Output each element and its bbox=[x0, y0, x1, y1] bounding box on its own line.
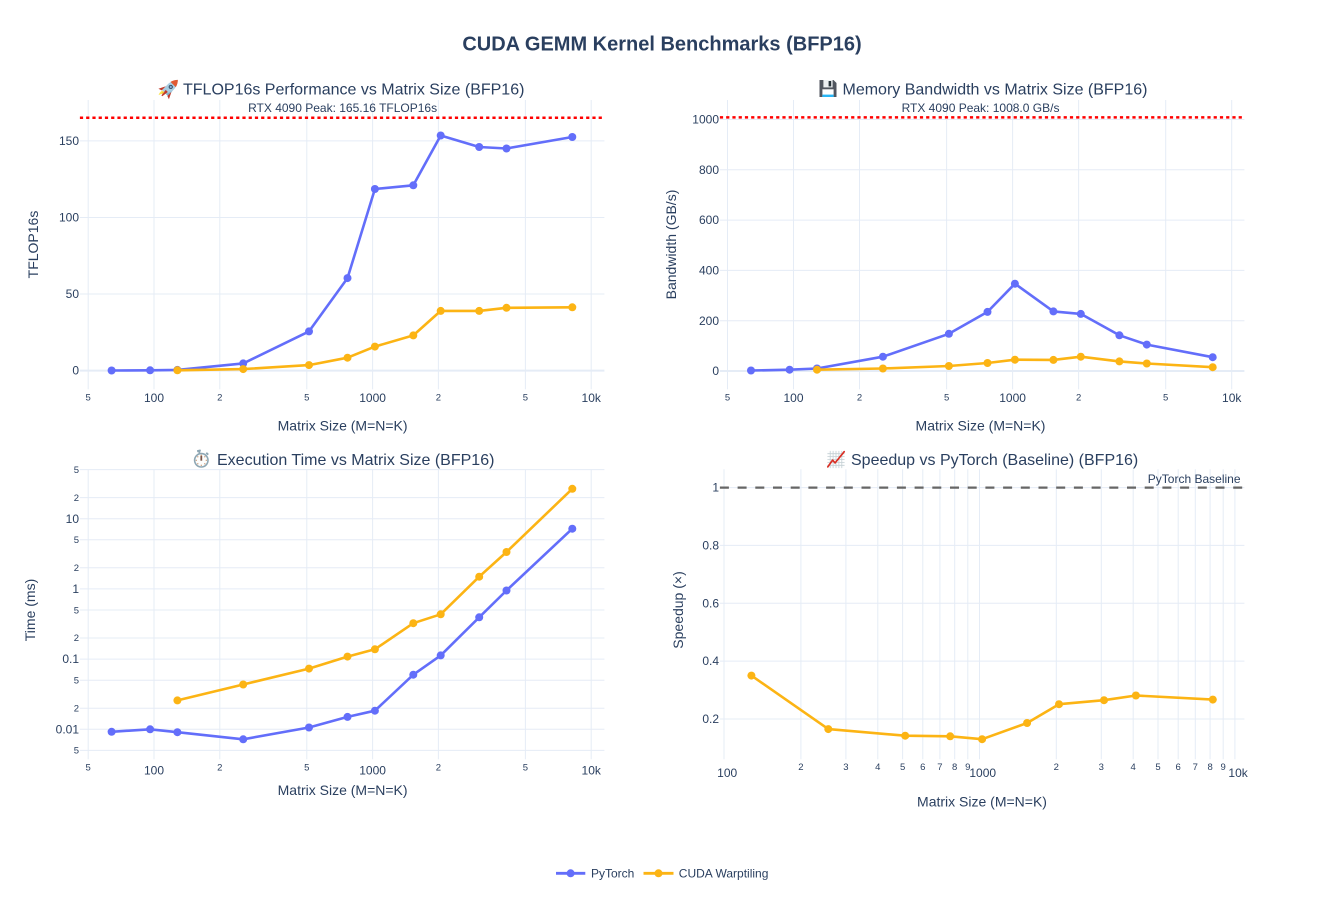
svg-text:5: 5 bbox=[74, 535, 79, 546]
svg-text:2: 2 bbox=[436, 392, 441, 403]
svg-text:Memory Bandwidth vs Matrix Siz: Memory Bandwidth vs Matrix Size (BFP16) bbox=[843, 81, 1148, 98]
svg-text:Matrix Size (M=N=K): Matrix Size (M=N=K) bbox=[278, 782, 408, 798]
svg-text:2: 2 bbox=[1054, 762, 1059, 773]
svg-text:0.4: 0.4 bbox=[702, 654, 719, 668]
svg-text:5: 5 bbox=[74, 465, 79, 476]
svg-text:1: 1 bbox=[712, 481, 719, 495]
svg-text:2: 2 bbox=[217, 392, 222, 403]
svg-text:3: 3 bbox=[1099, 762, 1104, 773]
svg-text:Matrix Size (M=N=K): Matrix Size (M=N=K) bbox=[917, 793, 1047, 809]
svg-text:0.1: 0.1 bbox=[62, 652, 79, 666]
svg-text:10k: 10k bbox=[1222, 391, 1242, 405]
svg-text:Bandwidth (GB/s): Bandwidth (GB/s) bbox=[663, 190, 679, 300]
svg-text:10k: 10k bbox=[1228, 766, 1248, 780]
svg-text:TFLOP16s Performance vs Matrix: TFLOP16s Performance vs Matrix Size (BFP… bbox=[183, 81, 524, 98]
svg-text:100: 100 bbox=[783, 391, 803, 405]
svg-text:100: 100 bbox=[717, 766, 737, 780]
svg-text:RTX 4090 Peak: 165.16 TFLOP16s: RTX 4090 Peak: 165.16 TFLOP16s bbox=[248, 101, 437, 115]
svg-text:100: 100 bbox=[144, 391, 164, 405]
svg-text:1000: 1000 bbox=[692, 113, 719, 127]
svg-text:0.01: 0.01 bbox=[56, 722, 80, 736]
svg-text:800: 800 bbox=[699, 163, 719, 177]
svg-text:4: 4 bbox=[875, 762, 880, 773]
svg-text:5: 5 bbox=[86, 392, 91, 403]
svg-text:CUDA Warptiling: CUDA Warptiling bbox=[679, 867, 769, 881]
svg-text:5: 5 bbox=[523, 763, 528, 774]
svg-text:5: 5 bbox=[900, 762, 905, 773]
svg-text:100: 100 bbox=[144, 764, 164, 778]
svg-text:7: 7 bbox=[1193, 762, 1198, 773]
svg-text:5: 5 bbox=[74, 676, 79, 687]
svg-text:9: 9 bbox=[1221, 762, 1226, 773]
svg-text:2: 2 bbox=[1076, 392, 1081, 403]
svg-text:Speedup (×): Speedup (×) bbox=[670, 571, 686, 648]
svg-text:2: 2 bbox=[74, 633, 79, 644]
svg-text:3: 3 bbox=[843, 762, 848, 773]
svg-text:8: 8 bbox=[1207, 762, 1212, 773]
svg-text:2: 2 bbox=[74, 563, 79, 574]
svg-text:6: 6 bbox=[920, 762, 925, 773]
svg-text:0: 0 bbox=[712, 364, 719, 378]
svg-text:TFLOP16s: TFLOP16s bbox=[25, 211, 41, 279]
svg-text:Execution Time vs Matrix Size: Execution Time vs Matrix Size (BFP16) bbox=[217, 452, 494, 469]
svg-text:5: 5 bbox=[74, 746, 79, 757]
svg-text:2: 2 bbox=[217, 763, 222, 774]
svg-text:5: 5 bbox=[1163, 392, 1168, 403]
svg-text:Speedup vs PyTorch (Baseline): Speedup vs PyTorch (Baseline) (BFP16) bbox=[851, 452, 1138, 469]
svg-text:2: 2 bbox=[857, 392, 862, 403]
svg-text:4: 4 bbox=[1131, 762, 1136, 773]
svg-text:5: 5 bbox=[1155, 762, 1160, 773]
svg-text:10k: 10k bbox=[582, 391, 602, 405]
svg-text:600: 600 bbox=[699, 213, 719, 227]
svg-text:200: 200 bbox=[699, 314, 719, 328]
svg-text:PyTorch: PyTorch bbox=[591, 867, 634, 881]
svg-text:CUDA GEMM Kernel Benchmarks (B: CUDA GEMM Kernel Benchmarks (BFP16) bbox=[462, 33, 861, 55]
svg-text:6: 6 bbox=[1176, 762, 1181, 773]
svg-text:0: 0 bbox=[72, 364, 79, 378]
svg-text:7: 7 bbox=[937, 762, 942, 773]
svg-text:50: 50 bbox=[66, 287, 80, 301]
svg-text:9: 9 bbox=[965, 762, 970, 773]
svg-text:PyTorch Baseline: PyTorch Baseline bbox=[1148, 472, 1241, 486]
svg-text:2: 2 bbox=[74, 703, 79, 714]
svg-text:0.2: 0.2 bbox=[702, 712, 719, 726]
svg-text:2: 2 bbox=[798, 762, 803, 773]
svg-text:8: 8 bbox=[952, 762, 957, 773]
svg-text:1000: 1000 bbox=[969, 766, 996, 780]
svg-text:5: 5 bbox=[523, 392, 528, 403]
svg-text:10k: 10k bbox=[582, 764, 602, 778]
svg-text:0.8: 0.8 bbox=[702, 539, 719, 553]
svg-text:150: 150 bbox=[59, 134, 79, 148]
svg-text:1: 1 bbox=[72, 582, 79, 596]
svg-text:400: 400 bbox=[699, 264, 719, 278]
svg-text:5: 5 bbox=[944, 392, 949, 403]
svg-text:2: 2 bbox=[74, 493, 79, 504]
svg-text:1000: 1000 bbox=[359, 764, 386, 778]
svg-text:0.6: 0.6 bbox=[702, 596, 719, 610]
svg-text:5: 5 bbox=[725, 392, 730, 403]
svg-text:Matrix Size (M=N=K): Matrix Size (M=N=K) bbox=[278, 418, 408, 434]
svg-text:Matrix Size (M=N=K): Matrix Size (M=N=K) bbox=[916, 418, 1046, 434]
svg-text:1000: 1000 bbox=[999, 391, 1026, 405]
svg-text:Time (ms): Time (ms) bbox=[22, 579, 38, 641]
svg-text:10: 10 bbox=[66, 512, 80, 526]
svg-text:RTX 4090 Peak: 1008.0 GB/s: RTX 4090 Peak: 1008.0 GB/s bbox=[902, 101, 1060, 115]
svg-text:1000: 1000 bbox=[359, 391, 386, 405]
svg-text:2: 2 bbox=[436, 763, 441, 774]
svg-text:5: 5 bbox=[304, 392, 309, 403]
svg-text:5: 5 bbox=[86, 763, 91, 774]
svg-text:5: 5 bbox=[74, 605, 79, 616]
svg-text:100: 100 bbox=[59, 211, 79, 225]
svg-text:5: 5 bbox=[304, 763, 309, 774]
